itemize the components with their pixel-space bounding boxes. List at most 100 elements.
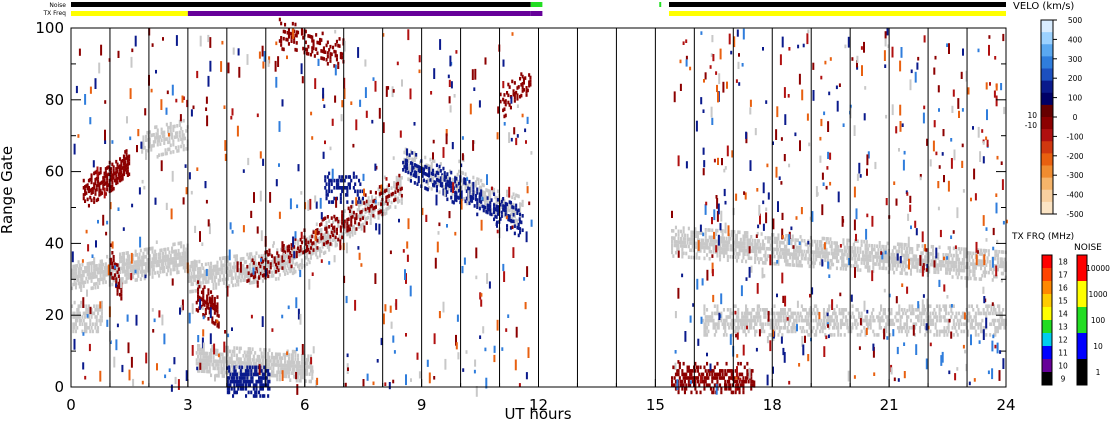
heatmap-cell xyxy=(86,269,89,273)
heatmap-cell xyxy=(222,356,225,360)
heatmap-cell xyxy=(820,247,823,251)
heatmap-cell xyxy=(111,276,114,280)
heatmap-cell xyxy=(268,377,271,381)
heatmap-cell xyxy=(783,259,786,263)
heatmap-cell xyxy=(900,253,903,258)
heatmap-cell xyxy=(150,133,153,138)
heatmap-cell xyxy=(235,279,238,283)
heatmap-cell xyxy=(671,379,674,384)
heatmap-cell xyxy=(960,247,963,251)
heatmap-cell xyxy=(295,41,298,45)
heatmap-cell xyxy=(339,55,342,60)
heatmap-cell xyxy=(260,254,263,258)
heatmap-cell xyxy=(778,318,781,323)
heatmap-cell xyxy=(217,325,220,329)
heatmap-cell xyxy=(242,361,245,365)
heatmap-cell xyxy=(695,245,698,249)
heatmap-cell xyxy=(715,329,718,334)
heatmap-cell xyxy=(493,187,496,192)
heatmap-cell xyxy=(429,157,432,162)
heatmap-cell xyxy=(274,262,277,267)
heatmap-cell xyxy=(896,242,899,246)
heatmap-cell xyxy=(907,253,910,258)
heatmap-cell xyxy=(671,247,674,251)
heatmap-cell xyxy=(956,257,959,262)
heatmap-cell xyxy=(252,259,255,263)
heatmap-cell xyxy=(141,262,144,267)
heatmap-cell xyxy=(106,177,109,181)
heatmap-cell xyxy=(711,379,714,384)
heatmap-cell xyxy=(503,213,506,218)
heatmap-cell xyxy=(673,236,676,240)
heatmap-cell xyxy=(869,326,872,330)
heatmap-cell xyxy=(145,269,148,273)
heatmap-cell xyxy=(700,376,703,380)
heatmap-cell xyxy=(258,261,261,266)
heatmap-cell xyxy=(276,356,279,360)
heatmap-cell xyxy=(738,241,741,245)
heatmap-cell xyxy=(350,212,353,216)
heatmap-cell xyxy=(250,259,253,263)
heatmap-cell xyxy=(851,256,854,261)
heatmap-cell xyxy=(325,58,328,62)
heatmap-cell xyxy=(529,75,532,80)
heatmap-cell xyxy=(899,322,902,326)
heatmap-cell xyxy=(707,369,710,373)
heatmap-cell xyxy=(125,152,128,157)
heatmap-cell xyxy=(900,329,903,334)
heatmap-cell xyxy=(309,379,312,384)
heatmap-cell xyxy=(221,263,224,268)
heatmap-cell xyxy=(889,318,892,323)
heatmap-cell xyxy=(529,82,532,87)
heatmap-cell xyxy=(998,311,1001,316)
heatmap-cell xyxy=(111,173,114,177)
heatmap-cell xyxy=(250,270,253,274)
heatmap-cell xyxy=(317,231,320,235)
heatmap-cell xyxy=(281,363,284,368)
heatmap-cell xyxy=(237,279,240,283)
heatmap-cell xyxy=(835,326,838,330)
heatmap-cell xyxy=(729,311,732,316)
heatmap-cell xyxy=(529,79,532,83)
heatmap-cell xyxy=(213,304,216,308)
heatmap-cell xyxy=(99,188,102,193)
heatmap-cell xyxy=(202,358,205,363)
heatmap-cell xyxy=(239,257,242,261)
heatmap-cell xyxy=(703,304,706,308)
heatmap-cell xyxy=(184,251,187,255)
heatmap-cell xyxy=(976,322,979,326)
heatmap-cell xyxy=(119,252,122,257)
heatmap-cell xyxy=(895,249,898,254)
heatmap-cell xyxy=(94,267,97,272)
heatmap-cell xyxy=(721,243,724,248)
heatmap-cell xyxy=(202,302,205,306)
heatmap-cell xyxy=(229,356,232,361)
heatmap-cell xyxy=(725,318,728,323)
heatmap-cell xyxy=(696,365,699,370)
heatmap-cell xyxy=(171,136,174,140)
heatmap-cell xyxy=(963,258,966,262)
heatmap-cell xyxy=(337,43,340,48)
heatmap-cell xyxy=(221,367,224,371)
heatmap-cell xyxy=(860,315,863,319)
heatmap-cell xyxy=(417,170,420,175)
heatmap-cell xyxy=(856,246,859,251)
heatmap-cell xyxy=(95,322,98,326)
heatmap-cell xyxy=(1002,264,1005,269)
heatmap-cell xyxy=(207,288,210,292)
heatmap-cell xyxy=(706,315,709,319)
heatmap-cell xyxy=(307,247,310,252)
heatmap-cell xyxy=(212,306,215,311)
heatmap-cell xyxy=(720,239,723,244)
heatmap-cell xyxy=(730,372,733,377)
heatmap-cell xyxy=(738,379,741,384)
heatmap-cell xyxy=(197,267,200,271)
heatmap-cell xyxy=(780,318,783,323)
heatmap-cell xyxy=(413,158,416,163)
heatmap-cell xyxy=(829,266,832,270)
heatmap-cell xyxy=(285,37,288,42)
heatmap-cell xyxy=(750,379,753,384)
heatmap-cell xyxy=(485,195,488,199)
heatmap-cell xyxy=(230,360,233,364)
heatmap-cell xyxy=(154,249,157,254)
